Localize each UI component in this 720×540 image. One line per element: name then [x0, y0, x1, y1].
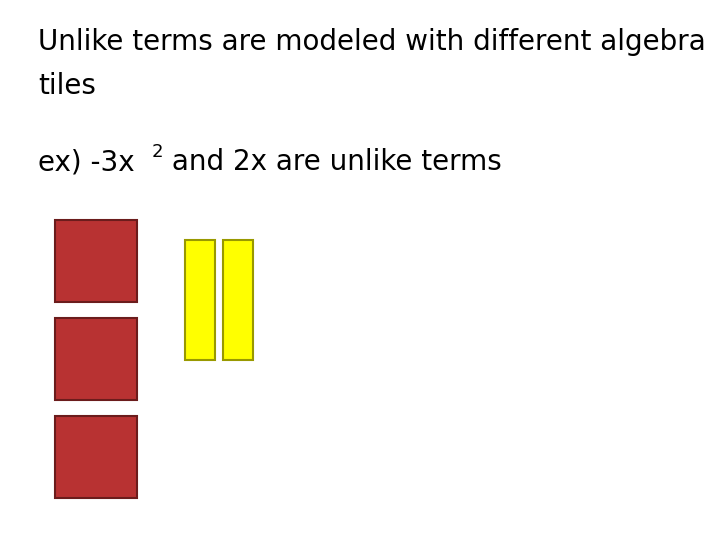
Text: ex) -3x: ex) -3x [38, 148, 135, 176]
Bar [55, 220, 137, 302]
Text: Unlike terms are modeled with different algebra: Unlike terms are modeled with different … [38, 28, 706, 56]
Text: tiles: tiles [38, 72, 96, 100]
Text: and 2x are unlike terms: and 2x are unlike terms [163, 148, 502, 176]
Bar [223, 240, 253, 360]
Bar [55, 416, 137, 498]
Bar [55, 318, 137, 400]
Text: 2: 2 [152, 143, 163, 161]
Bar [185, 240, 215, 360]
